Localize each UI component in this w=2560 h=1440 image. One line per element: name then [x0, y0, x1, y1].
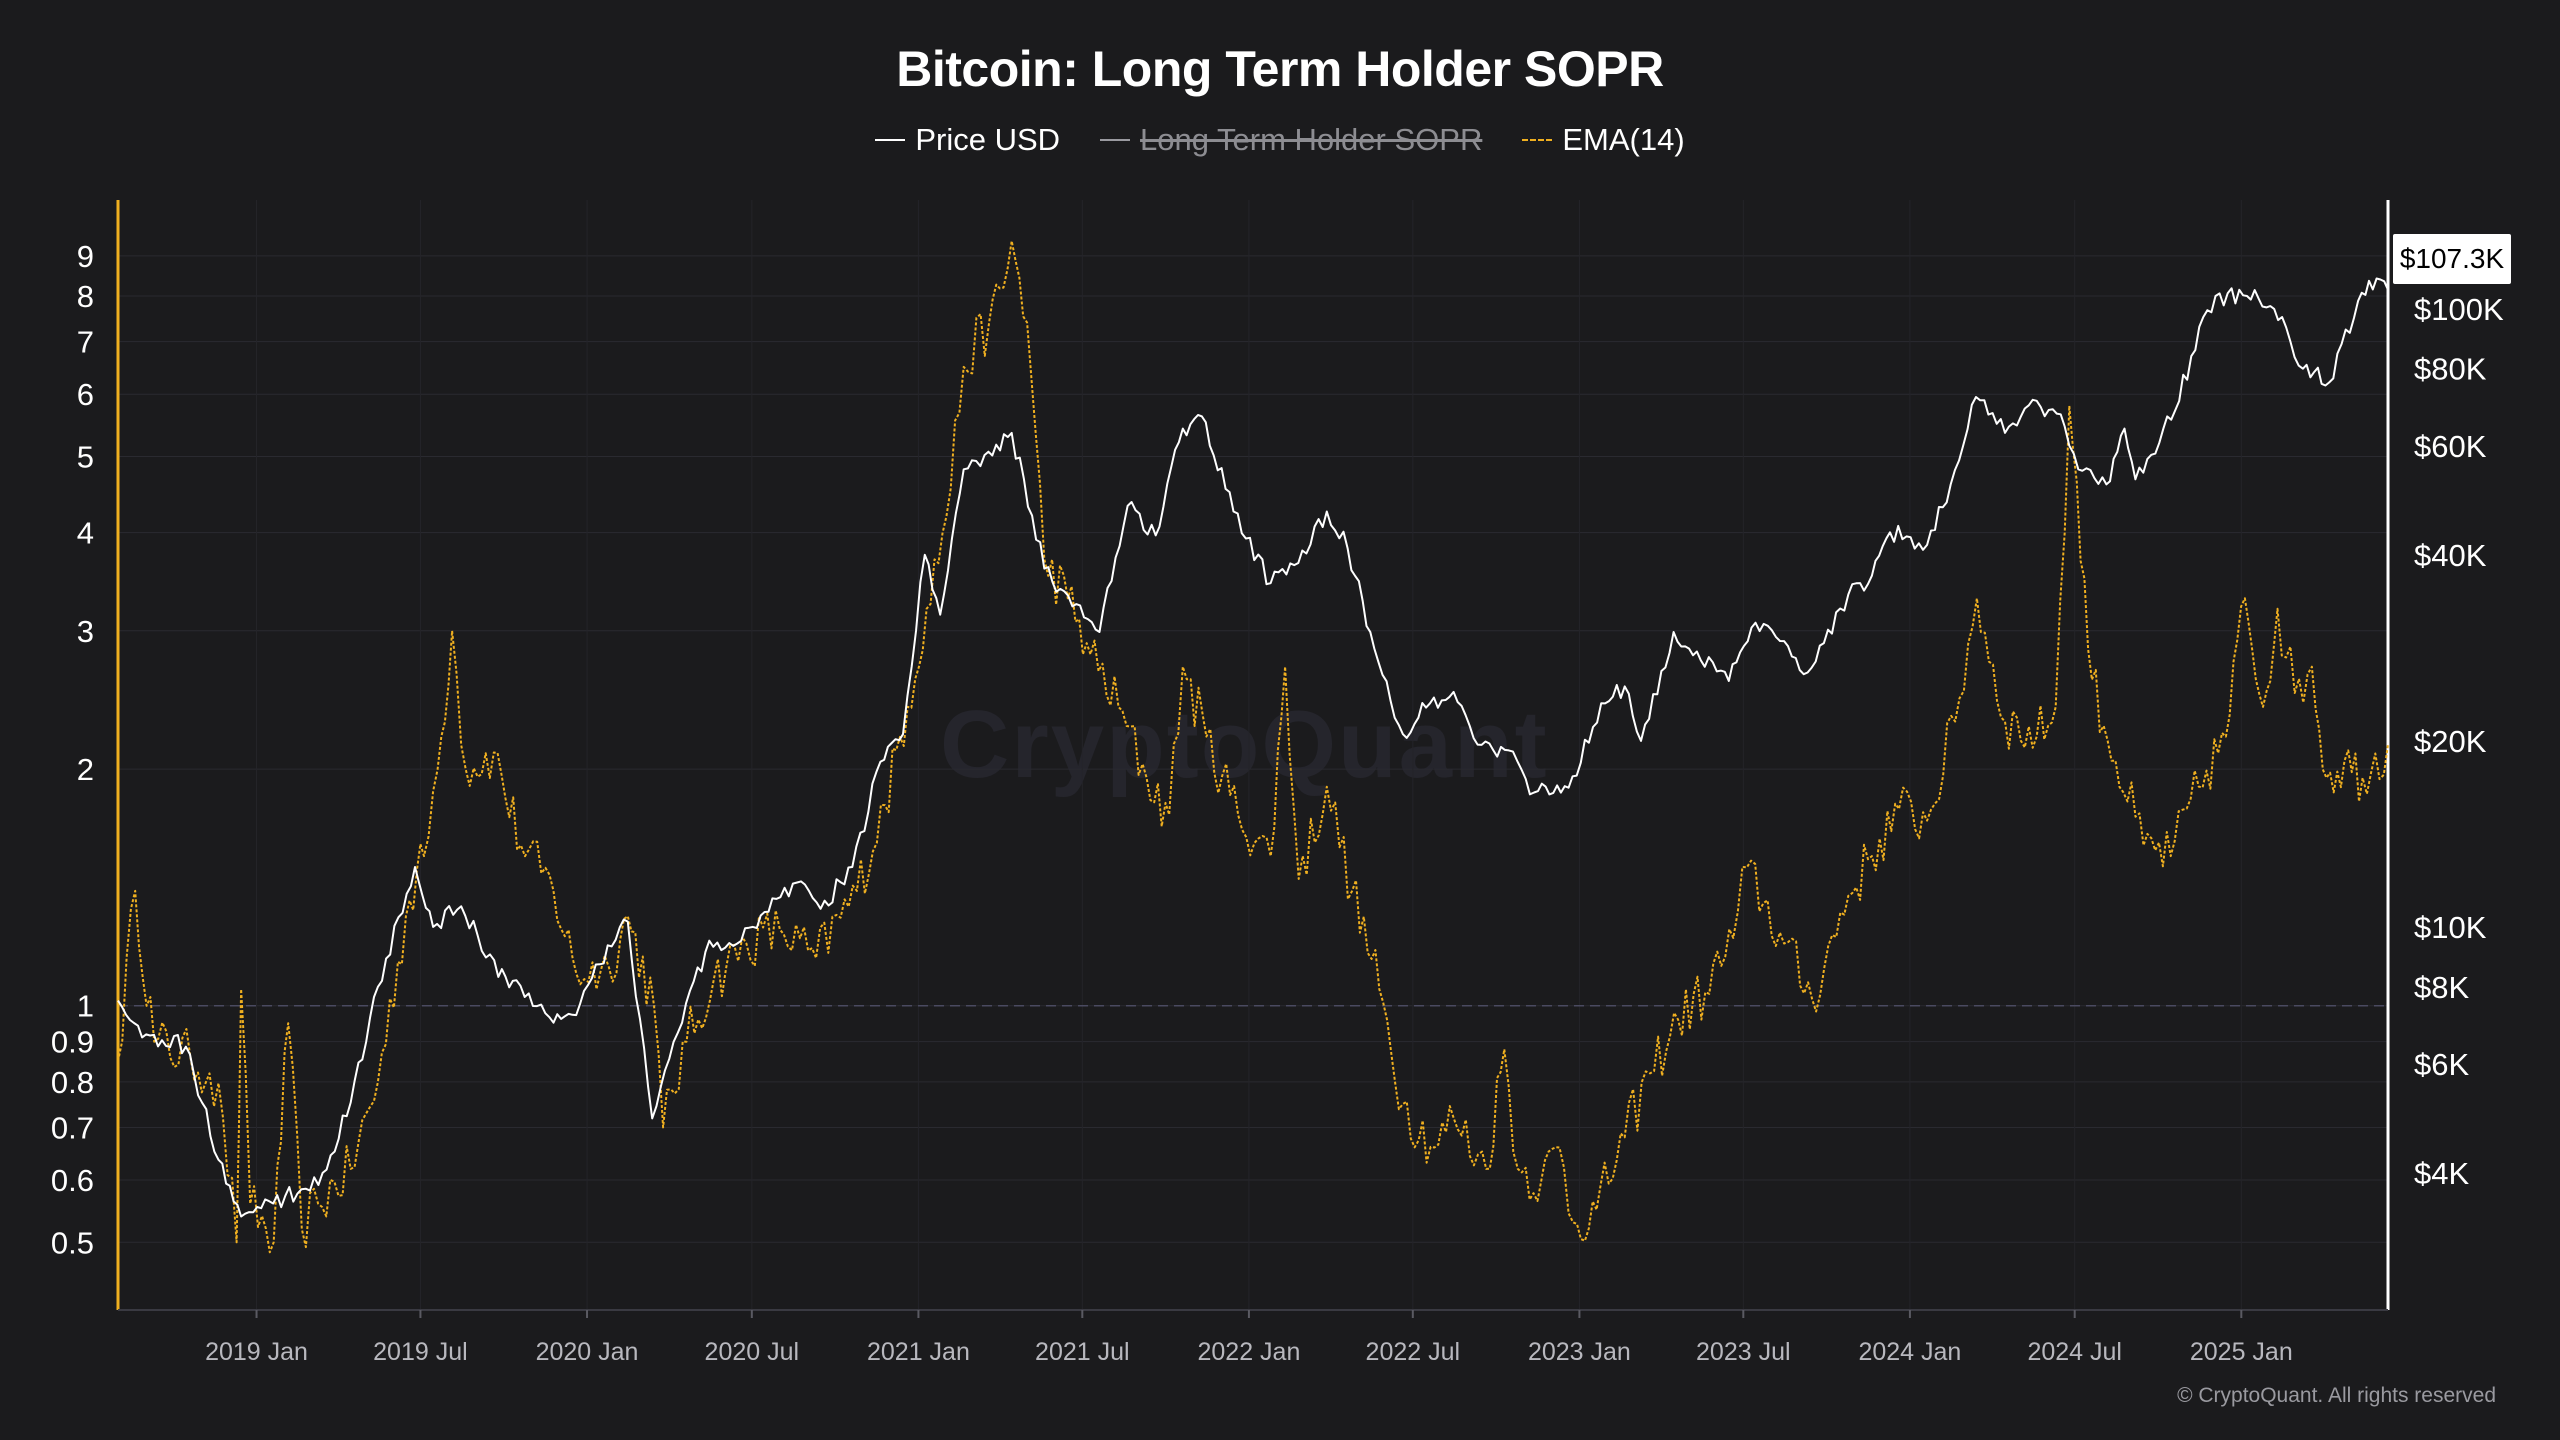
legend-item-sopr[interactable]: Long Term Holder SOPR [1100, 122, 1482, 158]
x-tick-label: 2023 Jul [1696, 1338, 1791, 1366]
x-tick-label: 2021 Jan [867, 1338, 970, 1366]
y-left-tick-label: 0.5 [51, 1225, 94, 1260]
y-right-tick-label: $100K [2414, 292, 2504, 327]
y-left-tick-label: 4 [77, 516, 94, 551]
y-left-tick-label: 1 [77, 989, 94, 1024]
series-layer [117, 240, 2389, 1254]
series-line-ema14 [117, 240, 2389, 1254]
legend-label-sopr: Long Term Holder SOPR [1140, 122, 1483, 157]
y-left-tick-label: 0.9 [51, 1025, 94, 1060]
chart-title: Bitcoin: Long Term Holder SOPR [896, 41, 1664, 97]
y-right-tick-label: $60K [2414, 429, 2487, 464]
legend-label-ema: EMA(14) [1562, 122, 1685, 157]
y-left-tick-label: 0.8 [51, 1065, 94, 1100]
y-right-tick-label: $4K [2414, 1156, 2469, 1191]
legend-item-ema[interactable]: EMA(14) [1522, 122, 1685, 158]
legend-item-price[interactable]: Price USD [875, 122, 1060, 158]
label-layer: 9 8 7 6 5 4 3 2 10.9 0.8 0.7 0.6 0.5 $100K $80K $60K $40… [51, 239, 2504, 1366]
legend: Price USD Long Term Holder SOPR EMA(14) [0, 122, 2560, 158]
y-left-tick-label: 2 [77, 752, 94, 787]
y-left-tick-label: 7 [77, 325, 94, 360]
watermark: CryptoQuant [940, 691, 1549, 798]
legend-swatch-price [875, 139, 906, 141]
x-tick-label: 2020 Jan [536, 1338, 639, 1366]
y-left-tick-label: 0.7 [51, 1110, 94, 1145]
legend-label-price: Price USD [915, 122, 1061, 157]
x-tick-label: 2022 Jul [1366, 1338, 1461, 1366]
y-right-tick-label: $80K [2414, 352, 2487, 387]
x-tick-label: 2019 Jan [205, 1338, 308, 1366]
y-right-tick-label: $10K [2414, 910, 2487, 945]
axis-layer [116, 200, 2390, 1318]
y-right-tick-label: $40K [2414, 538, 2487, 573]
x-tick-label: 2023 Jan [1528, 1338, 1631, 1366]
x-tick-label: 2020 Jul [705, 1338, 800, 1366]
x-tick-label: 2024 Jul [2027, 1338, 2122, 1366]
y-right-tick-label: $6K [2414, 1047, 2469, 1082]
grid-layer [118, 200, 2388, 1310]
x-tick-label: 2022 Jan [1197, 1338, 1300, 1366]
legend-swatch-sopr [1100, 139, 1131, 141]
copyright-text: © CryptoQuant. All rights reserved [2177, 1384, 2496, 1407]
current-price-badge: $107.3K [2393, 234, 2511, 284]
legend-swatch-ema [1522, 139, 1553, 141]
y-right-tick-label: $8K [2414, 970, 2469, 1005]
x-tick-label: 2019 Jul [373, 1338, 468, 1366]
y-left-tick-label: 5 [77, 439, 94, 474]
series-line-price-usd [117, 277, 2389, 1218]
y-left-tick-label: 6 [77, 377, 94, 412]
y-left-tick-label: 3 [77, 614, 94, 649]
x-tick-label: 2021 Jul [1035, 1338, 1130, 1366]
x-tick-label: 2024 Jan [1858, 1338, 1961, 1366]
y-left-tick-label: 9 [77, 239, 94, 274]
y-right-tick-label: $20K [2414, 724, 2487, 759]
y-left-tick-label: 0.6 [51, 1163, 94, 1198]
y-left-tick-label: 8 [77, 279, 94, 314]
x-tick-label: 2025 Jan [2190, 1338, 2293, 1366]
